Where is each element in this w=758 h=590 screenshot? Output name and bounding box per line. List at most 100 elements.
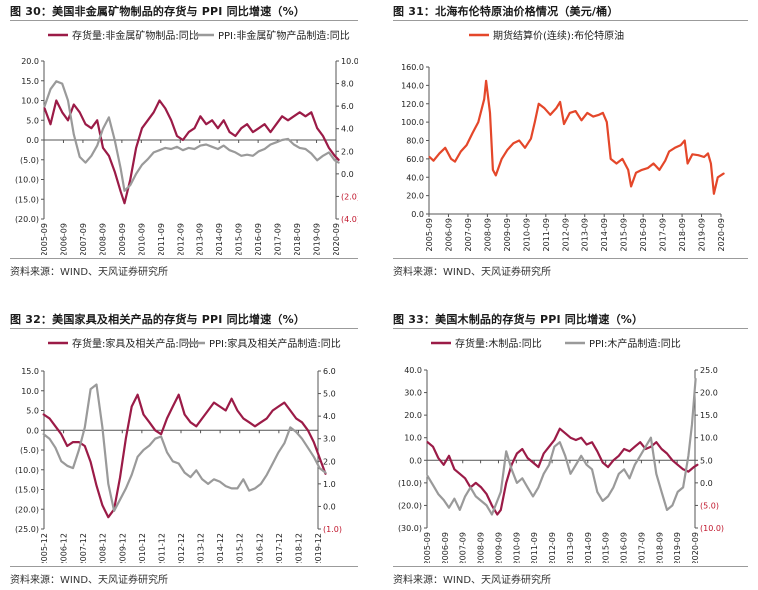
y-tick-label-right: 0.0 bbox=[323, 502, 336, 511]
x-tick-label: 2005-09 bbox=[425, 218, 434, 251]
x-tick-label: 2013-09 bbox=[566, 532, 575, 563]
legend-label: 存货量:家具及相关产品:同比 bbox=[72, 337, 199, 350]
x-tick-label: 2007-09 bbox=[459, 532, 468, 563]
x-tick-label: 2007-09 bbox=[464, 218, 473, 251]
x-tick-label: 2008-12 bbox=[99, 533, 108, 563]
x-tick-label: 2006-09 bbox=[444, 218, 453, 251]
x-tick-label: 2009-12 bbox=[118, 533, 127, 563]
y-tick-label-right: 5.0 bbox=[700, 456, 713, 465]
y-tick-label-right: 0.0 bbox=[700, 479, 713, 488]
y-tick-label-left: 10.0 bbox=[21, 387, 39, 396]
y-tick-label-left: (25.0) bbox=[15, 525, 39, 534]
chart-title: 图 31：北海布伦特原油价格情况（美元/桶） bbox=[393, 5, 619, 18]
x-tick-label: 2011-09 bbox=[157, 223, 166, 255]
chart-source: 资料来源：WIND、天风证券研究所 bbox=[393, 267, 552, 278]
legend-label: PPI:非金属矿物产品制造:同比 bbox=[218, 29, 350, 42]
legend: 存货量:非金属矿物制品:同比 PPI:非金属矿物产品制造:同比 bbox=[48, 29, 350, 42]
x-tick-label: 2013-09 bbox=[196, 223, 205, 255]
y-tick-label-left: 60.0 bbox=[406, 155, 424, 164]
x-tick-label: 2008-09 bbox=[98, 223, 107, 255]
y-tick-label-left: 0.0 bbox=[411, 210, 424, 219]
title-divider bbox=[393, 328, 748, 329]
series-line bbox=[42, 393, 327, 519]
x-tick-label: 2012-09 bbox=[548, 532, 557, 563]
y-tick-label-left: (15.0) bbox=[15, 195, 39, 204]
x-tick-label: 2018-09 bbox=[293, 223, 302, 255]
chart-svg: 存货量:木制品:同比 PPI:木产品制造:同比 40.0 30.0 20.0 10.0 0.… bbox=[398, 337, 724, 563]
y-tick-label-left: 40.0 bbox=[404, 366, 422, 375]
x-tick-label: 2016-09 bbox=[254, 223, 263, 255]
x-tick-label: 2014-09 bbox=[584, 532, 593, 563]
x-tick-label: 2006-12 bbox=[60, 533, 69, 563]
x-tick-label: 2007-12 bbox=[79, 533, 88, 563]
y-tick-label-right: 4.0 bbox=[341, 125, 354, 134]
x-tick-label: 2017-09 bbox=[659, 218, 668, 251]
y-tick-label-right: 20.0 bbox=[700, 389, 718, 398]
x-tick-label: 2018-09 bbox=[655, 532, 664, 563]
y-tick-label-right: 3.0 bbox=[323, 435, 336, 444]
y-tick-label-left: 0.0 bbox=[26, 136, 39, 145]
chart-panel-32: 图 32：美国家具及相关产品的存货与 PPI 同比增速（%） 存货量:家具及相关… bbox=[10, 311, 358, 590]
y-tick-label-right: 15.0 bbox=[700, 411, 718, 420]
x-tick-label: 2014-12 bbox=[216, 533, 225, 563]
x-tick-label: 2020-09 bbox=[717, 218, 726, 251]
y-tick-label-right: 6.0 bbox=[323, 367, 336, 376]
y-tick-label-left: 160.0 bbox=[401, 63, 424, 72]
source-divider bbox=[393, 258, 748, 259]
y-tick-label-left: (30.0) bbox=[398, 524, 422, 533]
y-tick-label-right: (4.0) bbox=[341, 215, 358, 224]
y-tick-label-left: (20.0) bbox=[15, 505, 39, 514]
y-tick-label-right: 1.0 bbox=[323, 480, 336, 489]
x-tick-label: 2018-09 bbox=[678, 218, 687, 251]
y-tick-label-left: 100.0 bbox=[401, 118, 424, 127]
title-divider bbox=[10, 328, 358, 329]
x-tick-label: 2015-09 bbox=[620, 218, 629, 251]
y-tick-label-left: 30.0 bbox=[404, 389, 422, 398]
y-tick-label-left: 15.0 bbox=[21, 77, 39, 86]
y-tick-label-left: (10.0) bbox=[15, 176, 39, 185]
x-tick-label: 2020-09 bbox=[691, 532, 700, 563]
y-tick-label-right: 2.0 bbox=[323, 457, 336, 466]
chart-svg: 存货量:非金属矿物制品:同比 PPI:非金属矿物产品制造:同比 20.0 15.0 10… bbox=[15, 29, 358, 255]
x-tick-label: 2016-09 bbox=[620, 532, 629, 563]
x-tick-label: 2008-09 bbox=[483, 218, 492, 251]
chart-title: 图 30：美国非金属矿物制品的存货与 PPI 同比增速（%） bbox=[10, 5, 306, 18]
x-tick-label: 2017-09 bbox=[274, 223, 283, 255]
x-tick-label: 2014-09 bbox=[215, 223, 224, 255]
chart-svg: 存货量:家具及相关产品:同比 PPI:家具及相关产品制造:同比 15.0 10.0 5.… bbox=[15, 337, 342, 563]
x-tick-label: 2009-09 bbox=[118, 223, 127, 255]
y-tick-label-left: 140.0 bbox=[401, 81, 424, 90]
x-tick-label: 2010-09 bbox=[522, 218, 531, 251]
series-line bbox=[426, 427, 699, 516]
source-divider bbox=[393, 566, 748, 567]
y-tick-label-right: 25.0 bbox=[700, 366, 718, 375]
x-tick-label: 2006-09 bbox=[59, 223, 68, 255]
x-tick-label: 2009-09 bbox=[503, 218, 512, 251]
x-tick-label: 2011-09 bbox=[530, 532, 539, 563]
legend: 存货量:家具及相关产品:同比 PPI:家具及相关产品制造:同比 bbox=[48, 337, 341, 350]
series-line bbox=[43, 99, 340, 205]
chart-panel-30: 图 30：美国非金属矿物制品的存货与 PPI 同比增速（%） 存货量:非金属矿物… bbox=[10, 3, 358, 290]
y-tick-label-left: (10.0) bbox=[15, 466, 39, 475]
x-tick-label: 2015-09 bbox=[235, 223, 244, 255]
chart-source: 资料来源：WIND、天风证券研究所 bbox=[10, 575, 169, 586]
chart-panel-33: 图 33：美国木制品的存货与 PPI 同比增速（%） 存货量:木制品:同比 PPI… bbox=[393, 311, 748, 590]
y-tick-label-left: 40.0 bbox=[406, 173, 424, 182]
y-tick-label-right: 6.0 bbox=[341, 102, 354, 111]
legend: 期货结算价(连续):布伦特原油 bbox=[469, 29, 624, 42]
y-tick-label-left: (5.0) bbox=[20, 446, 39, 455]
x-tick-label: 2013-09 bbox=[581, 218, 590, 251]
x-tick-label: 2011-09 bbox=[542, 218, 551, 251]
x-tick-label: 2017-09 bbox=[637, 532, 646, 563]
chart-source: 资料来源：WIND、天风证券研究所 bbox=[10, 267, 169, 278]
y-tick-label-left: 15.0 bbox=[21, 367, 39, 376]
x-tick-label: 2017-12 bbox=[275, 533, 284, 563]
title-divider bbox=[10, 20, 358, 21]
series-line bbox=[43, 80, 340, 192]
legend-label: PPI:木产品制造:同比 bbox=[589, 337, 681, 350]
x-tick-label: 2005-12 bbox=[40, 533, 49, 563]
y-tick-label-left: 120.0 bbox=[401, 100, 424, 109]
x-tick-label: 2010-09 bbox=[512, 532, 521, 563]
x-tick-label: 2007-09 bbox=[79, 223, 88, 255]
y-tick-label-left: (15.0) bbox=[15, 486, 39, 495]
